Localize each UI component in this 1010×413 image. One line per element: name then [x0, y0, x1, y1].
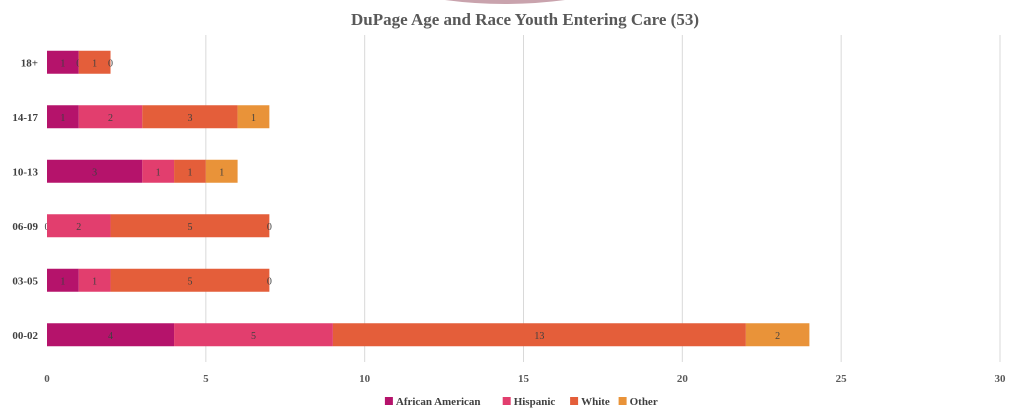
legend-swatch-other [618, 397, 627, 405]
legend-item-other: Other [618, 396, 658, 408]
category-label-14-17: 14-17 [12, 112, 38, 124]
data-label-other-10-13: 1 [219, 167, 224, 178]
bar-hispanic-14-17 [78, 105, 143, 129]
bar-hispanic-06-09 [47, 214, 111, 238]
bar-white-14-17 [142, 105, 238, 129]
data-label-hispanic-06-09: 2 [76, 222, 81, 233]
bar-african-american-00-02 [47, 323, 175, 347]
data-label-white-10-13: 1 [187, 167, 192, 178]
bar-white-18 [78, 50, 111, 74]
legend-swatch-african-american [384, 397, 393, 405]
data-label-other-18: 0 [108, 58, 113, 69]
bar-white-10-13 [174, 159, 206, 183]
gridlines [205, 35, 1001, 362]
bar-other-14-17 [237, 105, 270, 129]
data-label-other-06-09: 0 [267, 222, 272, 233]
bar-hispanic-10-13 [142, 159, 175, 183]
bar-african-american-03-05 [47, 268, 79, 292]
category-label-18: 18+ [21, 57, 38, 69]
chart-title: DuPage Age and Race Youth Entering Care … [351, 10, 699, 29]
data-label-white-06-09: 5 [187, 222, 192, 233]
data-label-african-american-00-02: 4 [108, 331, 113, 342]
data-label-other-00-02: 2 [775, 331, 780, 342]
data-label-white-18: 1 [92, 58, 97, 69]
legend-item-african-american: African American [384, 396, 481, 408]
data-label-african-american-18: 1 [60, 58, 65, 69]
bar-white-00-02 [332, 323, 746, 347]
bar-african-american-18 [47, 50, 79, 74]
x-tick-label-20: 20 [677, 373, 689, 385]
legend-label-other: Other [630, 396, 658, 408]
legend-item-white: White [570, 396, 610, 408]
bars: 1010123131110250115045132 [45, 50, 810, 347]
category-label-00-02: 00-02 [12, 330, 38, 342]
data-label-hispanic-03-05: 1 [92, 276, 97, 287]
category-label-10-13: 10-13 [12, 166, 38, 178]
legend-item-hispanic: Hispanic [502, 396, 556, 408]
bar-african-american-14-17 [47, 105, 79, 129]
legend: African American Hispanic White Other [384, 396, 658, 408]
x-tick-label-10: 10 [359, 373, 371, 385]
header-decoration [445, 0, 565, 4]
legend-swatch-hispanic [502, 397, 511, 405]
data-label-white-00-02: 13 [534, 331, 544, 342]
category-label-03-05: 03-05 [12, 275, 38, 287]
bar-white-06-09 [110, 214, 270, 238]
legend-label-hispanic: Hispanic [514, 396, 556, 408]
category-label-06-09: 06-09 [12, 221, 38, 233]
x-axis-ticks: 0 5 10 15 20 25 30 [44, 373, 1006, 385]
bar-other-00-02 [745, 323, 810, 347]
data-label-other-03-05: 0 [267, 276, 272, 287]
x-tick-label-0: 0 [44, 373, 50, 385]
legend-label-white: White [581, 396, 610, 408]
data-label-african-american-10-13: 3 [92, 167, 97, 178]
bar-hispanic-00-02 [174, 323, 333, 347]
x-tick-label-30: 30 [995, 373, 1007, 385]
data-label-hispanic-00-02: 5 [251, 331, 256, 342]
data-label-african-american-03-05: 1 [60, 276, 65, 287]
data-label-other-14-17: 1 [251, 113, 256, 124]
data-label-hispanic-14-17: 2 [108, 113, 113, 124]
x-tick-label-5: 5 [203, 373, 209, 385]
x-tick-label-15: 15 [518, 373, 530, 385]
data-label-white-14-17: 3 [187, 113, 192, 124]
bar-white-03-05 [110, 268, 270, 292]
bar-hispanic-03-05 [78, 268, 111, 292]
y-axis-categories: 18+ 14-17 10-13 06-09 03-05 00-02 [12, 57, 38, 342]
bar-other-10-13 [205, 159, 238, 183]
x-tick-label-25: 25 [836, 373, 848, 385]
bar-african-american-10-13 [47, 159, 143, 183]
data-label-white-03-05: 5 [187, 276, 192, 287]
data-label-hispanic-10-13: 1 [156, 167, 161, 178]
legend-label-african-american: African American [396, 396, 481, 408]
data-label-african-american-14-17: 1 [60, 113, 65, 124]
legend-swatch-white [570, 397, 579, 405]
